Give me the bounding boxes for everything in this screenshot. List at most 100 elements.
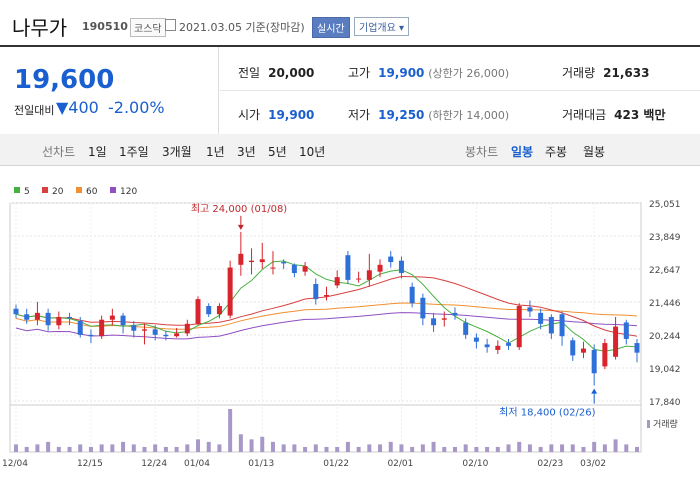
high-label: 고가: [348, 66, 371, 80]
volume-bar: [570, 444, 575, 452]
change-label: 전일대비: [14, 104, 55, 117]
line-chart-label: 선차트: [42, 145, 76, 159]
row-divider: [220, 90, 700, 91]
period-1d[interactable]: 1일: [88, 145, 107, 159]
divider: [218, 47, 219, 135]
volume-bar: [35, 444, 40, 452]
volume-bar: [399, 444, 404, 452]
candle-body: [345, 255, 351, 280]
candle-body: [313, 284, 319, 300]
candle-body: [249, 260, 255, 263]
volume-bar: [260, 436, 265, 452]
high-value: 19,900: [378, 66, 425, 80]
candle-weekly[interactable]: 주봉: [545, 145, 568, 159]
volume-bar: [324, 446, 329, 452]
ma120-line: [15, 312, 638, 340]
volume-bar: [495, 446, 500, 452]
volume-axis-label: 거래량: [653, 418, 678, 430]
volume-bar: [517, 441, 522, 452]
volume-bar: [206, 441, 211, 452]
candle-body: [56, 316, 62, 326]
stock-name: 나무가: [12, 16, 68, 40]
y-tick-label: 17,840: [649, 398, 681, 408]
legend-label-120: 120: [120, 187, 137, 197]
candle-body: [484, 344, 490, 348]
volume-bar: [88, 446, 93, 452]
volume-bar: [410, 446, 415, 452]
volume-bar: [367, 444, 372, 452]
volume-bar: [442, 446, 447, 452]
candlestick-chart[interactable]: 5 20 60 120 25,051 23,849 22,647 21,446 20,244 19…: [0, 175, 700, 477]
candle-body: [109, 315, 115, 320]
candle-body: [13, 308, 19, 315]
candle-body: [398, 260, 404, 274]
prev-value: 20,000: [268, 66, 315, 80]
high-annotation: 최고 24,000 (01/08): [191, 203, 287, 215]
volume-bar: [153, 444, 158, 452]
candle-body: [184, 323, 190, 334]
period-3m[interactable]: 3개월: [162, 145, 192, 159]
open-price: 시가 19,900: [238, 106, 314, 123]
volume-bar: [602, 444, 607, 452]
low-label: 저가: [348, 108, 371, 122]
volume-bar: [474, 446, 479, 452]
volume-bar: [110, 444, 115, 452]
candle-body: [163, 334, 169, 337]
x-tick-label: 12/04: [2, 459, 28, 469]
low-value: 19,250: [378, 108, 425, 122]
candle-body: [634, 343, 640, 353]
legend-swatch-60: [76, 187, 82, 193]
stock-code: 190510: [82, 20, 128, 33]
candle-body: [67, 316, 73, 319]
legend-label-60: 60: [86, 187, 98, 197]
volume-bar: [67, 446, 72, 452]
volume-bar: [292, 444, 297, 452]
company-overview-dropdown[interactable]: 기업개요 ▾: [354, 17, 409, 36]
period-1w[interactable]: 1주일: [119, 145, 149, 159]
base-date: 2021.03.05 기준(장마감): [179, 21, 305, 34]
y-tick-label: 21,446: [649, 299, 681, 309]
prev-close: 전일 20,000: [238, 64, 314, 81]
volume-bar: [163, 446, 168, 452]
candle-body: [473, 337, 479, 342]
candle-daily[interactable]: 일봉: [511, 145, 534, 159]
realtime-button[interactable]: 실시간: [312, 17, 350, 38]
volume-bar: [185, 444, 190, 452]
candle-body: [623, 322, 629, 339]
volume-bar: [174, 446, 179, 452]
candle-body: [602, 343, 608, 367]
period-10y[interactable]: 10년: [299, 145, 326, 159]
ma20-line: [15, 275, 638, 337]
volume-bar: [345, 441, 350, 452]
current-price: 19,600: [14, 65, 115, 95]
y-tick-label: 20,244: [649, 332, 681, 342]
period-5y[interactable]: 5년: [268, 145, 287, 159]
period-1y[interactable]: 1년: [206, 145, 225, 159]
volume: 거래량 21,633: [562, 64, 649, 81]
low-price: 저가 19,250 (하한가 14,000): [348, 106, 509, 123]
legend-swatch-120: [110, 187, 116, 193]
candle-body: [291, 264, 297, 274]
volume-bar: [378, 444, 383, 452]
period-3y[interactable]: 3년: [237, 145, 256, 159]
volume-bar: [527, 444, 532, 452]
candle-monthly[interactable]: 월봉: [583, 145, 606, 159]
candle-body: [99, 319, 105, 337]
prev-label: 전일: [238, 66, 261, 80]
candle-body: [45, 312, 51, 326]
high-arrow-head: [237, 224, 244, 230]
x-tick-label: 03/02: [580, 459, 606, 469]
volume-bar: [196, 439, 201, 452]
candle-body: [334, 277, 340, 286]
x-tick-label: 12/15: [77, 459, 103, 469]
volume-value: 21,633: [603, 66, 650, 80]
y-tick-label: 25,051: [649, 200, 681, 210]
volume-bar: [270, 441, 275, 452]
open-value: 19,900: [268, 108, 315, 122]
candle-body: [441, 318, 447, 320]
candle-body: [495, 345, 501, 350]
candle-body: [324, 295, 329, 297]
candle-body: [195, 299, 201, 324]
volume-bar: [549, 444, 554, 452]
candle-chart-label: 봉차트: [465, 145, 499, 159]
